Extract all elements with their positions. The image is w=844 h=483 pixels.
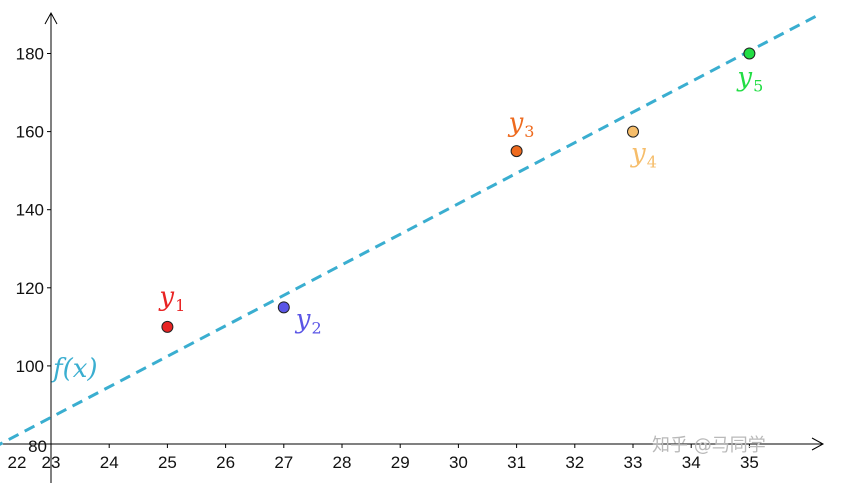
data-point bbox=[627, 125, 639, 138]
x-tick-label: 30 bbox=[449, 453, 468, 472]
data-point bbox=[277, 301, 290, 314]
x-tick-label: 28 bbox=[333, 453, 352, 472]
point-label: y1 bbox=[158, 282, 185, 315]
x-tick-label: 31 bbox=[507, 453, 526, 472]
x-axis-arrow bbox=[811, 437, 825, 451]
y-tick-label: 140 bbox=[16, 201, 44, 220]
x-tick-label: 27 bbox=[274, 453, 293, 472]
point-label: y4 bbox=[630, 139, 657, 172]
y-tick-label: 180 bbox=[16, 45, 44, 64]
y-tick-label: 160 bbox=[16, 123, 44, 142]
watermark: 知乎 @马同学 bbox=[652, 435, 766, 456]
x-tick-label: 35 bbox=[740, 453, 759, 472]
x-tick-label: 26 bbox=[216, 453, 235, 472]
x-tick-label: 22 bbox=[8, 453, 27, 472]
fit-line-label: f(x) bbox=[51, 354, 98, 384]
fit-line bbox=[0, 13, 820, 446]
x-tick-label: 23 bbox=[42, 453, 61, 472]
y-tick-label: 100 bbox=[16, 357, 44, 376]
point-label: y3 bbox=[508, 108, 535, 141]
tick-labels: 22 23 24 25 26 27 28 29 30 31 32 33 34 35 80 100 120 140 1… bbox=[8, 45, 759, 473]
x-tick-label: 29 bbox=[391, 453, 410, 472]
axes bbox=[0, 11, 825, 483]
y-tick-label: 80 bbox=[28, 437, 47, 456]
x-tick-label: 25 bbox=[158, 453, 177, 472]
point-label: y2 bbox=[295, 304, 322, 337]
data-points bbox=[161, 47, 756, 333]
data-point bbox=[743, 47, 756, 60]
y-tick-label: 120 bbox=[16, 279, 44, 298]
point-label: y5 bbox=[736, 63, 763, 96]
data-point bbox=[161, 320, 174, 333]
x-tick-label: 32 bbox=[565, 453, 584, 472]
point-labels: y1 y2 y3 y4 y5 bbox=[158, 63, 763, 338]
fit-line-group: f(x) bbox=[0, 13, 820, 446]
data-point bbox=[510, 145, 523, 158]
y-axis-arrow bbox=[44, 11, 58, 25]
x-tick-label: 34 bbox=[682, 453, 701, 472]
x-tick-label: 24 bbox=[100, 453, 119, 472]
x-tick-label: 33 bbox=[624, 453, 643, 472]
